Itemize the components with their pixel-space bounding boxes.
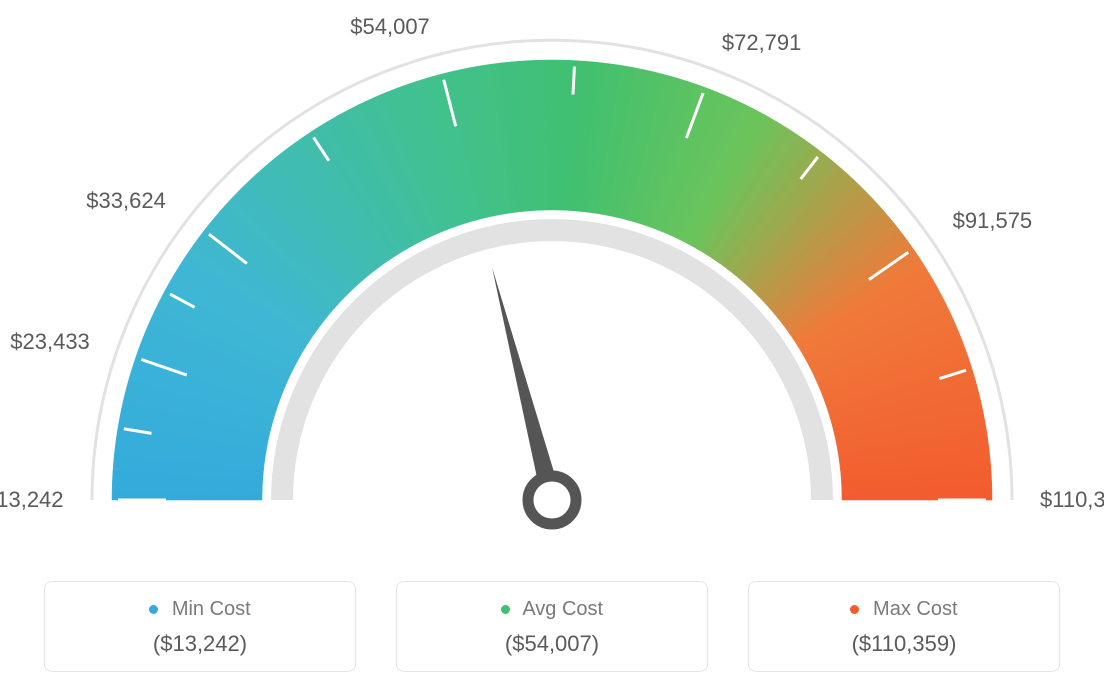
legend-value-min: ($13,242) — [55, 631, 345, 657]
gauge-tick-label: $72,791 — [722, 30, 802, 56]
legend-title-min: Min Cost — [55, 598, 345, 621]
gauge-tick-label: $13,242 — [0, 487, 64, 513]
gauge-tick-label: $33,624 — [86, 188, 166, 214]
gauge-svg — [0, 0, 1104, 560]
dot-icon — [149, 605, 158, 614]
legend-row: Min Cost ($13,242) Avg Cost ($54,007) Ma… — [0, 581, 1104, 672]
legend-card-min: Min Cost ($13,242) — [44, 581, 356, 672]
cost-gauge: $13,242 $23,433 $33,624 $54,007 $72,791 $91,5… — [0, 0, 1104, 560]
gauge-tick-label: $110,359 — [1040, 487, 1104, 513]
dot-icon — [850, 605, 859, 614]
gauge-tick-label: $54,007 — [350, 14, 430, 40]
legend-title-text: Avg Cost — [522, 598, 603, 620]
legend-card-avg: Avg Cost ($54,007) — [396, 581, 708, 672]
legend-title-max: Max Cost — [759, 598, 1049, 621]
legend-card-max: Max Cost ($110,359) — [748, 581, 1060, 672]
legend-title-text: Min Cost — [172, 598, 251, 620]
legend-value-max: ($110,359) — [759, 631, 1049, 657]
dot-icon — [501, 605, 510, 614]
gauge-tick-label: $23,433 — [10, 329, 90, 355]
gauge-tick-label: $91,575 — [953, 208, 1033, 234]
legend-title-avg: Avg Cost — [407, 598, 697, 621]
legend-title-text: Max Cost — [873, 598, 957, 620]
legend-value-avg: ($54,007) — [407, 631, 697, 657]
